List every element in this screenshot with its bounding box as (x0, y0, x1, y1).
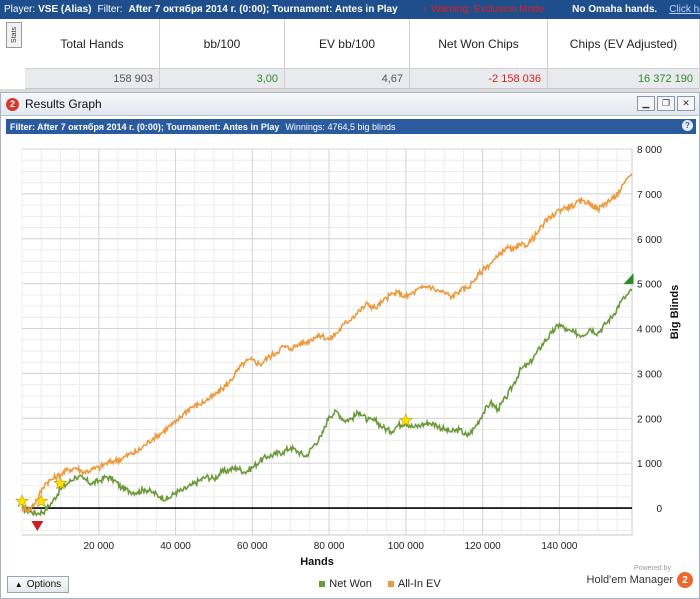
star-marker-icon[interactable] (15, 493, 29, 508)
stat-value-chips-ev: 16 372 190 (548, 69, 700, 89)
graph-filter-bar: Filter: After 7 октября 2014 г. (0:00); … (6, 119, 696, 134)
no-omaha-text: No Omaha hands. (572, 4, 658, 15)
graph-bottom-bar: ▲ Options Net Won All-In EV Powered by H… (1, 565, 699, 598)
stats-header-bb100[interactable]: bb/100 (160, 19, 285, 69)
brand-logo-icon: 2 (677, 572, 693, 588)
stat-value-ev-bb100: 4,67 (285, 69, 410, 89)
x-axis-title: Hands (300, 556, 334, 567)
star-marker-icon[interactable] (398, 413, 413, 427)
stats-header-ev-bb100[interactable]: EV bb/100 (285, 19, 410, 69)
click-here-link[interactable]: Click here to (669, 4, 700, 15)
legend-swatch-net-won (319, 581, 326, 587)
y-tick-label: 2 000 (637, 414, 662, 425)
winnings-text: Winnings: 4764,5 big blinds (285, 121, 396, 132)
restore-button[interactable]: ❐ (657, 96, 675, 111)
exclusion-warning[interactable]: ↑ Warning: Exclusion Mode (422, 4, 545, 16)
player-label: Player: (4, 4, 36, 15)
stats-tab-label: Stats (10, 27, 18, 43)
x-tick-label: 140 000 (541, 541, 578, 552)
help-icon[interactable]: ? (682, 120, 693, 131)
x-tick-label: 20 000 (83, 541, 114, 552)
stat-value-bb100: 3,00 (160, 69, 285, 89)
x-tick-label: 60 000 (237, 541, 268, 552)
stat-value-total-hands: 158 903 (25, 69, 160, 89)
warning-text: Warning: Exclusion Mode (431, 4, 545, 15)
y-axis-title: Big Blinds (669, 285, 681, 339)
y-tick-label: 7 000 (637, 190, 662, 201)
y-tick-label: 8 000 (637, 145, 662, 156)
player-filter-bar: Player: VSE (Alias) Filter: After 7 октя… (0, 0, 700, 19)
legend-label-net-won: Net Won (329, 578, 372, 590)
series-line-all-in-ev[interactable] (21, 173, 633, 514)
filter-label: Filter: (97, 4, 123, 15)
triangle-down-marker-icon[interactable] (31, 521, 44, 532)
x-tick-label: 100 000 (388, 541, 425, 552)
y-tick-label: 4 000 (637, 325, 662, 336)
y-tick-label: 1 000 (637, 459, 662, 470)
series-line-net-won[interactable] (21, 288, 633, 517)
legend-item-net-won[interactable]: Net Won (319, 578, 372, 590)
chevron-up-icon: ▲ (14, 580, 23, 589)
window-controls: ▁ ❐ ✕ (637, 96, 695, 111)
results-chart[interactable]: 20 000 40 000 60 000 80 000 100 000 120 000 14… (1, 137, 699, 568)
hm2-logo-icon: 2 (6, 97, 19, 111)
powered-by-text: Powered by (634, 565, 671, 572)
x-tick-label: 120 000 (465, 541, 502, 552)
window-title: Results Graph (25, 97, 102, 111)
stats-header-total-hands[interactable]: Total Hands (25, 19, 160, 69)
stats-header-net-won[interactable]: Net Won Chips (410, 19, 548, 69)
stats-header-chips-ev[interactable]: Chips (EV Adjusted) (548, 19, 700, 69)
x-tick-label: 80 000 (314, 541, 345, 552)
filter-value[interactable]: After 7 октября 2014 г. (0:00); Tourname… (128, 4, 398, 15)
stats-side-tab[interactable]: Stats (6, 22, 22, 48)
options-button[interactable]: ▲ Options (7, 576, 69, 593)
stats-value-row[interactable]: 158 903 3,00 4,67 -2 158 036 16 372 190 (25, 69, 700, 89)
brand-name: Hold'em Manager (586, 574, 673, 586)
minimize-button[interactable]: ▁ (637, 96, 655, 111)
star-marker-icon[interactable] (53, 476, 68, 490)
warning-arrow-icon: ↑ (421, 3, 428, 16)
options-label: Options (26, 579, 62, 590)
stat-value-net-won: -2 158 036 (410, 69, 548, 89)
stats-header-row: Total Hands bb/100 EV bb/100 Net Won Chi… (25, 19, 700, 69)
powered-by-badge: Powered by Hold'em Manager 2 (587, 565, 693, 588)
plot-area[interactable] (21, 148, 633, 536)
window-title-bar[interactable]: 2 Results Graph ▁ ❐ ✕ (1, 93, 699, 116)
triangle-up-marker-icon[interactable] (623, 273, 634, 285)
x-tick-label: 40 000 (160, 541, 191, 552)
chart-svg[interactable]: 20 000 40 000 60 000 80 000 100 000 120 000 14… (1, 137, 699, 568)
legend-item-all-in-ev[interactable]: All-In EV (387, 578, 441, 590)
y-tick-label: 3 000 (637, 369, 662, 380)
results-graph-window: 2 Results Graph ▁ ❐ ✕ Filter: After 7 ок… (0, 92, 700, 599)
graph-filter-text: Filter: After 7 октября 2014 г. (0:00); … (10, 121, 280, 132)
divider (0, 89, 700, 92)
y-tick-label: 5 000 (637, 280, 662, 291)
player-value[interactable]: VSE (Alias) (38, 4, 92, 15)
star-marker-icon[interactable] (34, 493, 49, 508)
close-button[interactable]: ✕ (677, 96, 695, 111)
chart-legend: Net Won All-In EV (1, 578, 699, 590)
y-tick-label: 6 000 (637, 235, 662, 246)
y-tick-label: 0 (656, 504, 662, 515)
legend-label-all-in-ev: All-In EV (397, 578, 441, 590)
legend-swatch-all-in-ev (387, 581, 394, 587)
